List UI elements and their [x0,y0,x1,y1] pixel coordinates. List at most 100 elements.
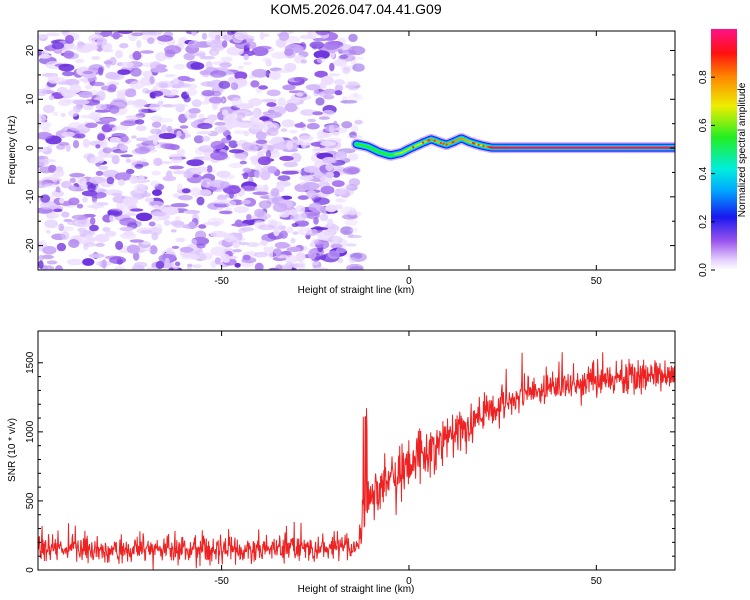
colorbar-tick-label: 0.8 [698,70,709,84]
noise-blob [267,127,279,137]
noise-blob [327,250,340,259]
noise-blob [109,256,126,264]
noise-blob [210,246,228,256]
noise-blob [242,172,249,180]
noise-blob [232,242,240,248]
noise-blob [136,40,142,48]
noise-blob [38,155,45,161]
noise-blob [341,49,357,56]
noise-blob [223,34,234,41]
noise-blob [319,213,329,222]
noise-blob [274,241,290,249]
noise-blob [142,70,153,78]
noise-blob [98,66,104,76]
noise-blob [325,171,335,179]
noise-blob [122,196,139,206]
noise-blob [164,257,170,265]
noise-blob [196,196,205,206]
noise-blob [146,267,158,270]
noise-blob [283,161,298,168]
noise-blob [48,144,54,148]
noise-blob [293,44,304,54]
noise-blob [132,50,142,61]
noise-blob [234,71,248,80]
colorbar-tick-label: 0.0 [698,263,709,277]
noise-blob [236,35,255,40]
noise-blob [186,83,198,90]
noise-blob [335,198,346,203]
noise-blob [152,189,162,197]
noise-blob [119,43,129,49]
noise-blob [340,100,358,104]
noise-blob [42,245,57,255]
noise-blob [131,32,144,37]
noise-blob [236,103,255,109]
noise-blob [230,82,239,91]
noise-blob [129,80,145,90]
noise-blob [69,177,77,183]
noise-blob [236,232,243,241]
noise-blob [226,46,244,56]
noise-blob [219,174,236,180]
noise-blob [46,32,60,37]
noise-blob [276,69,293,73]
noise-blob [261,98,277,103]
noise-blob [298,135,314,142]
spectrogram-y-tick-label: -20 [25,238,36,253]
noise-blob [126,244,141,254]
noise-blob [85,122,98,129]
noise-blob [38,260,44,269]
noise-blob [59,197,65,204]
noise-blob [255,139,268,144]
noise-blob [254,262,264,270]
noise-blob [342,166,361,175]
noise-blob [116,202,125,210]
snr-series-line [38,352,675,570]
noise-blob [170,203,189,208]
noise-blob [108,124,115,128]
noise-blob [96,37,108,46]
noise-blob [61,211,70,218]
noise-blob [214,121,226,126]
noise-blob [201,32,208,40]
noise-blob [263,246,270,253]
noise-blob [131,135,137,139]
noise-blob [232,153,247,160]
noise-blob [172,77,179,85]
noise-blob [38,254,45,261]
noise-blob [137,175,145,183]
noise-blob [347,153,359,161]
noise-blob [162,175,177,182]
carrier-hotspot [427,139,430,142]
noise-blob [273,227,280,237]
noise-blob [220,56,233,63]
noise-blob [239,160,247,165]
noise-blob [262,184,269,193]
noise-blob [144,197,154,203]
noise-blob [164,73,176,78]
noise-blob [111,155,120,165]
figure-title: KOM5.2026.047.04.41.G09 [270,1,441,17]
spectrogram-panel: -50 0 50 -20 -10 0 10 20 Height of straight lin… [7,30,676,296]
noise-blob [294,123,306,128]
colorbar-tick-label: 0.2 [698,214,709,228]
noise-blob [199,55,215,60]
noise-blob [58,63,75,72]
colorbar-tick-label: 0.4 [698,166,709,180]
noise-blob [117,179,125,186]
noise-blob [157,100,164,106]
noise-blob [43,183,60,188]
noise-blob [187,40,200,49]
noise-blob [44,219,59,229]
noise-blob [190,187,201,197]
noise-blob [279,230,288,239]
snr-frame [37,330,676,571]
noise-blob [150,90,164,97]
noise-blob [202,157,213,161]
noise-blob [341,121,353,129]
noise-blob [170,155,183,164]
noise-blob [186,89,198,96]
noise-blob [88,253,105,259]
noise-blob [270,188,280,197]
noise-blob [149,103,162,111]
